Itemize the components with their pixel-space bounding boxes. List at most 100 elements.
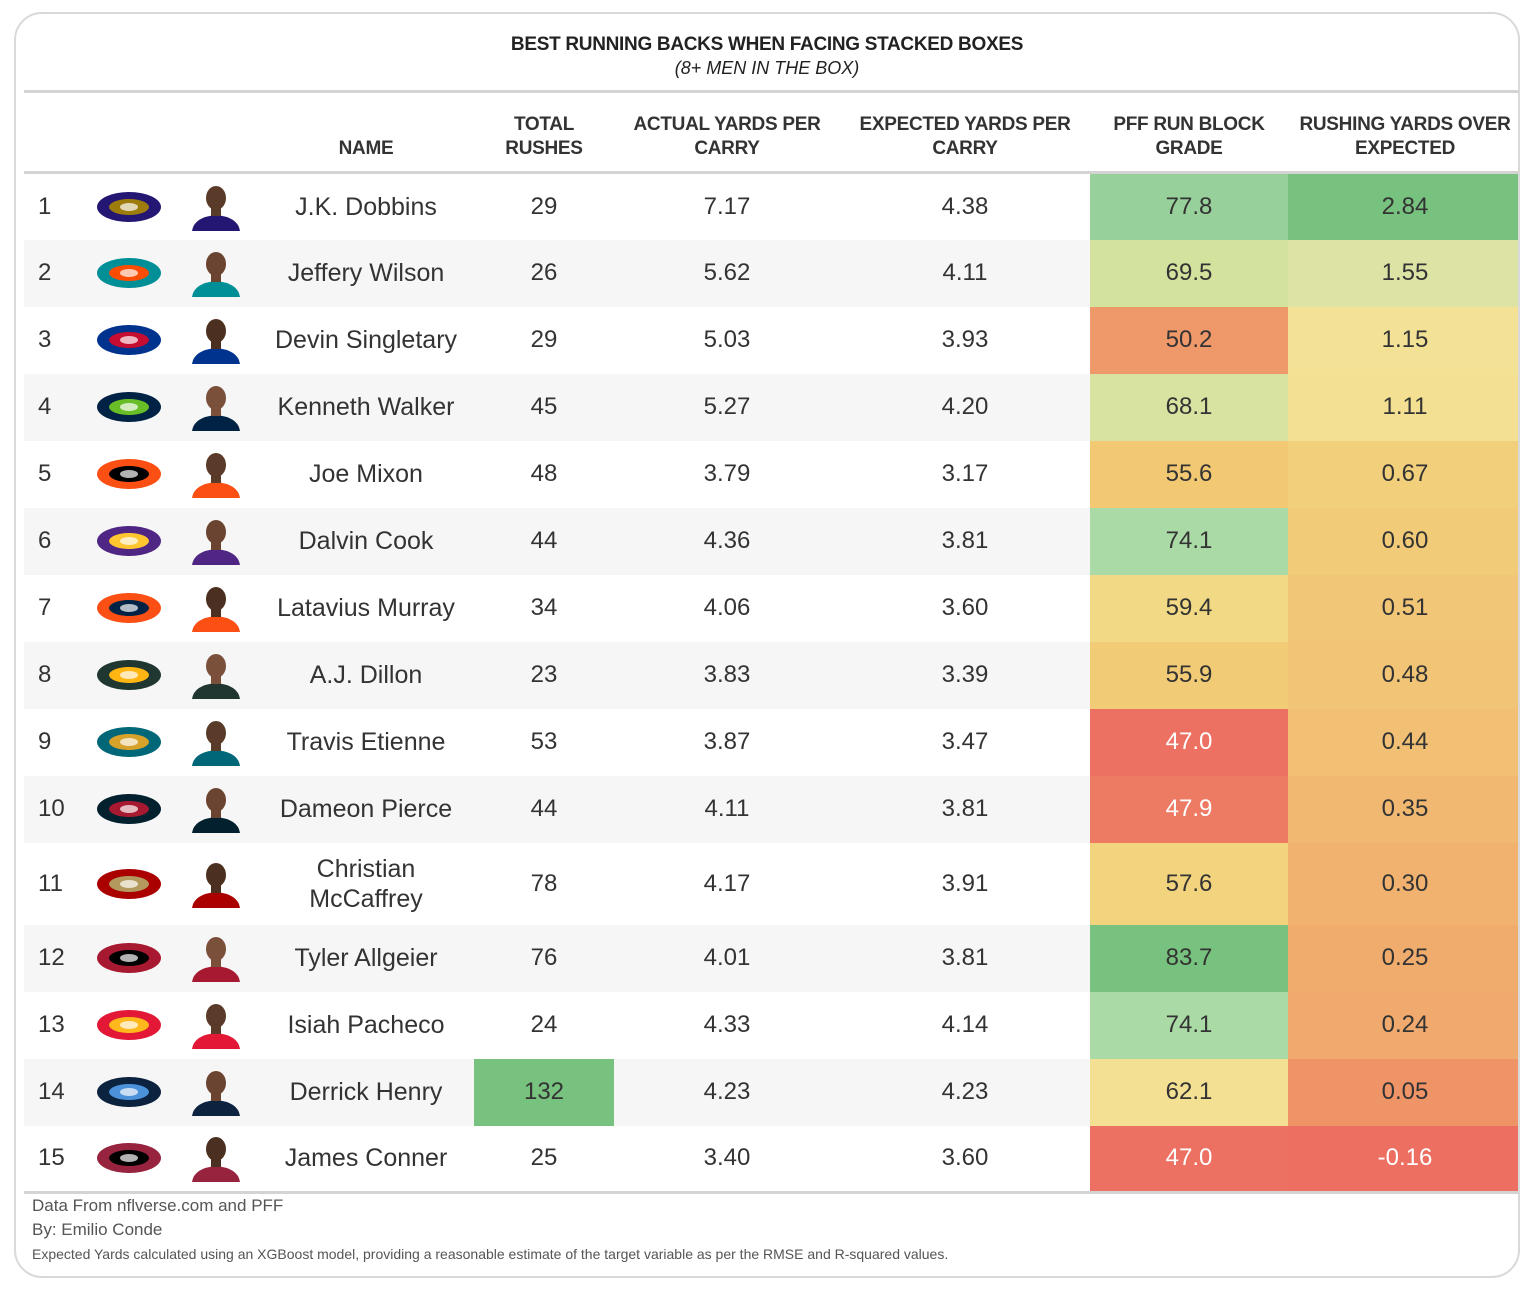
team-logo-cell — [84, 641, 174, 709]
dolphins-logo-icon — [97, 258, 161, 288]
header-row: NAME TOTAL RUSHES ACTUAL YARDS PER CARRY… — [24, 91, 1518, 174]
table-row: 7 Latavius Murray 34 4.06 3.60 59.4 0.51 — [24, 574, 1518, 642]
player-photo-cell — [174, 775, 258, 843]
team-logo-cell — [84, 775, 174, 843]
table-subtitle: (8+ MEN IN THE BOX) — [674, 58, 860, 78]
table-row: 11 Christian McCaffrey 78 4.17 3.91 57.6 0.30 — [24, 842, 1518, 925]
vikings-logo-icon — [97, 526, 161, 556]
rank-cell: 12 — [24, 924, 84, 992]
total-rushes-cell: 44 — [474, 507, 614, 575]
run-block-grade-cell: 55.9 — [1090, 641, 1288, 709]
ryoe-cell: -0.16 — [1288, 1125, 1518, 1193]
player-name-cell: Kenneth Walker — [258, 373, 474, 441]
run-block-grade-cell: 83.7 — [1090, 924, 1288, 992]
player-photo-cell — [174, 641, 258, 709]
player-name-cell: Derrick Henry — [258, 1058, 474, 1126]
table-row: 1 J.K. Dobbins 29 7.17 4.38 77.8 2.84 — [24, 172, 1518, 240]
expected-ypc-cell: 3.47 — [941, 728, 989, 755]
rank-cell: 7 — [38, 594, 52, 621]
cardinals-logo-icon — [97, 1143, 161, 1174]
ryoe-cell: 0.67 — [1288, 440, 1518, 508]
total-rushes-cell: 44 — [474, 775, 614, 843]
player-photo-cell — [174, 173, 258, 240]
actual-ypc-cell: 4.23 — [614, 1058, 840, 1126]
expected-ypc-cell: 3.91 — [941, 869, 989, 897]
actual-ypc-cell: 4.11 — [614, 775, 840, 843]
player-headshot-icon — [192, 862, 240, 908]
bengals-logo-icon — [97, 459, 161, 489]
table-card: BEST RUNNING BACKS WHEN FACING STACKED B… — [14, 12, 1520, 1278]
total-rushes-cell: 29 — [530, 326, 558, 353]
expected-ypc-cell: 4.23 — [840, 1058, 1090, 1126]
player-headshot-icon — [192, 319, 240, 364]
expected-ypc-cell: 3.93 — [941, 326, 989, 353]
ryoe-cell: 2.84 — [1288, 172, 1518, 240]
player-photo-cell — [174, 507, 258, 575]
bills-logo-icon — [97, 325, 161, 355]
header-run-block-grade: PFF RUN BLOCK GRADE — [1090, 91, 1288, 174]
table-row: 15 James Conner 25 3.40 3.60 47.0 -0.16 — [24, 1125, 1518, 1193]
team-logo-cell — [84, 373, 174, 441]
total-rushes-cell: 29 — [530, 192, 558, 220]
header-total-rushes: TOTAL RUSHES — [474, 91, 614, 174]
player-headshot-icon — [192, 453, 240, 498]
rank-cell: 10 — [24, 775, 84, 843]
ryoe-cell: 1.55 — [1288, 239, 1518, 307]
total-rushes-cell: 26 — [474, 239, 614, 307]
rank-cell: 9 — [38, 728, 52, 755]
player-photo-cell — [174, 373, 258, 441]
rank-cell: 1 — [38, 192, 52, 220]
ryoe-cell: 0.05 — [1288, 1058, 1518, 1126]
player-headshot-icon — [192, 520, 240, 565]
team-logo-cell — [84, 709, 174, 776]
player-name-cell: J.K. Dobbins — [295, 192, 437, 221]
player-headshot-icon — [192, 386, 240, 431]
rank-cell: 13 — [38, 1011, 65, 1038]
rank-cell: 6 — [24, 507, 84, 575]
actual-ypc-cell: 3.40 — [703, 1144, 751, 1172]
rank-cell: 8 — [24, 641, 84, 709]
texans-logo-icon — [97, 794, 161, 824]
table-row: 8 A.J. Dillon 23 3.83 3.39 55.9 0.48 — [24, 641, 1518, 709]
player-photo-cell — [174, 992, 258, 1059]
header-actual-ypc: ACTUAL YARDS PER CARRY — [614, 91, 840, 174]
team-logo-cell — [84, 843, 174, 925]
broncos-logo-icon — [97, 593, 161, 623]
actual-ypc-cell: 4.06 — [703, 594, 751, 621]
titans-logo-icon — [97, 1077, 161, 1107]
player-photo-cell — [174, 307, 258, 374]
player-photo-cell — [174, 709, 258, 776]
chiefs-logo-icon — [97, 1010, 161, 1040]
player-name-cell: Jeffery Wilson — [258, 239, 474, 307]
expected-ypc-cell: 3.60 — [941, 1144, 989, 1172]
ryoe-cell: 1.15 — [1288, 306, 1518, 374]
player-photo-cell — [174, 1058, 258, 1126]
player-name-cell: Joe Mixon — [309, 460, 423, 488]
player-name-cell: Tyler Allgeier — [258, 924, 474, 992]
run-block-grade-cell: 50.2 — [1090, 306, 1288, 374]
player-name-cell: Latavius Murray — [277, 594, 455, 622]
actual-ypc-cell: 5.27 — [614, 373, 840, 441]
table-row: 10 Dameon Pierce 44 4.11 3.81 47.9 0.35 — [24, 775, 1518, 843]
rank-cell: 14 — [24, 1058, 84, 1126]
expected-ypc-cell: 3.17 — [941, 460, 989, 487]
player-headshot-icon — [192, 721, 240, 766]
player-name-cell: Devin Singletary — [274, 326, 458, 354]
actual-ypc-cell: 3.79 — [703, 460, 751, 487]
packers-logo-icon — [97, 660, 161, 690]
ryoe-cell: 0.60 — [1288, 507, 1518, 575]
team-logo-cell — [84, 173, 174, 240]
table-body: 1 J.K. Dobbins 29 7.17 4.38 77.8 2.84 2 Jeffer… — [24, 172, 1518, 1193]
team-logo-cell — [84, 507, 174, 575]
player-headshot-icon — [192, 1004, 240, 1049]
player-headshot-icon — [192, 788, 240, 833]
table-row: 5 Joe Mixon 48 3.79 3.17 55.6 0.67 — [24, 440, 1518, 508]
run-block-grade-cell: 59.4 — [1090, 574, 1288, 642]
header-ryoe: RUSHING YARDS OVER EXPECTED — [1288, 91, 1518, 174]
team-logo-cell — [84, 441, 174, 508]
49ers-logo-icon — [97, 868, 161, 899]
actual-ypc-cell: 4.33 — [703, 1011, 751, 1038]
player-photo-cell — [174, 924, 258, 992]
expected-ypc-cell: 3.81 — [840, 507, 1090, 575]
player-headshot-icon — [192, 654, 240, 699]
